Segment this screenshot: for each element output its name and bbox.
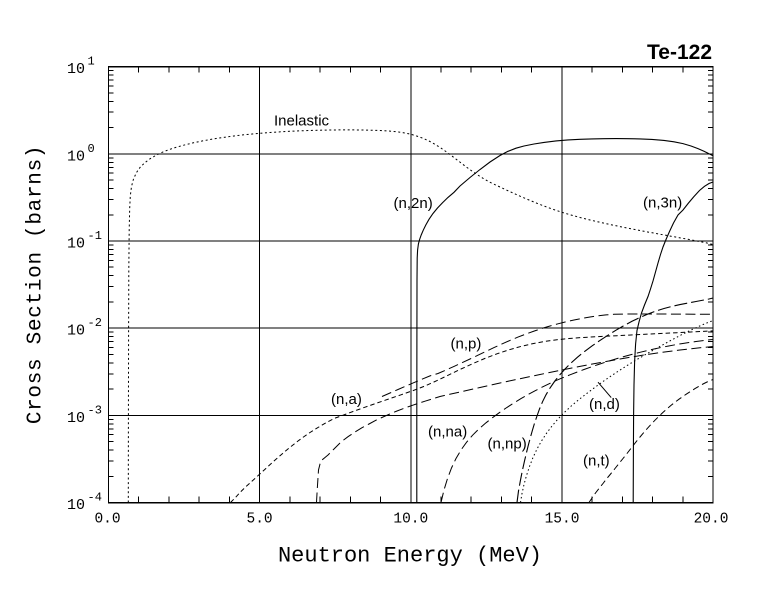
svg-text:(n,3n): (n,3n) [643,195,682,212]
svg-text:0.0: 0.0 [94,512,120,528]
svg-text:(n,2n): (n,2n) [394,195,433,212]
svg-text:10: 10 [67,410,85,427]
svg-text:10.0: 10.0 [393,512,428,528]
svg-text:1: 1 [88,55,95,69]
svg-text:-1: -1 [88,229,102,243]
svg-text:-2: -2 [88,316,102,330]
svg-text:20.0: 20.0 [694,512,729,528]
svg-text:10: 10 [67,497,85,514]
svg-text:(n,t): (n,t) [583,453,610,470]
svg-text:10: 10 [67,323,85,340]
svg-text:-3: -3 [88,403,102,417]
svg-text:10: 10 [67,148,85,165]
svg-text:(n,a): (n,a) [331,391,362,408]
svg-text:Neutron Energy (MeV): Neutron Energy (MeV) [278,544,542,569]
svg-text:0: 0 [88,142,95,156]
svg-text:Inelastic: Inelastic [274,113,330,130]
svg-text:10: 10 [67,61,85,78]
svg-text:(n,d): (n,d) [589,396,620,413]
svg-text:10: 10 [67,236,85,253]
svg-text:(n,p): (n,p) [451,336,482,353]
svg-text:(n,na): (n,na) [428,424,467,441]
svg-text:5.0: 5.0 [247,512,273,528]
svg-text:-4: -4 [88,491,102,505]
svg-text:(n,np): (n,np) [488,436,527,453]
svg-text:15.0: 15.0 [545,512,580,528]
svg-text:Te-122: Te-122 [647,41,712,64]
svg-text:Cross Section (barns): Cross Section (barns) [25,145,48,424]
